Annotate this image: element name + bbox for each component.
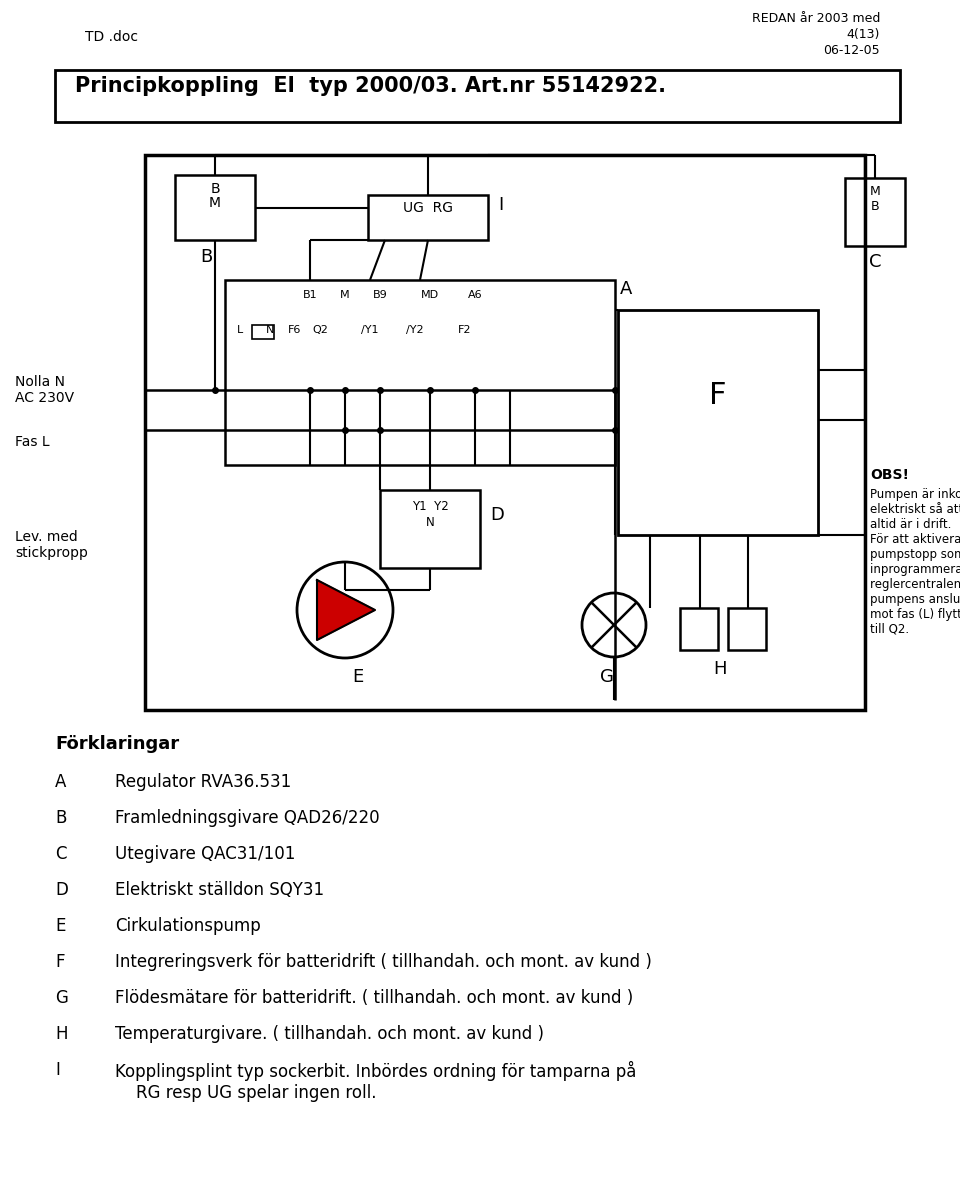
Text: A: A — [620, 280, 633, 297]
Text: H: H — [713, 660, 727, 678]
Bar — [252, 325, 274, 339]
Text: /Y2: /Y2 — [406, 325, 423, 335]
Text: OBS!: OBS! — [870, 468, 909, 482]
Text: 06-12-05: 06-12-05 — [824, 44, 880, 57]
Text: D: D — [55, 880, 68, 899]
Polygon shape — [317, 579, 375, 640]
Text: D: D — [490, 506, 504, 524]
Text: Principkoppling  El  typ 2000/03. Art.nr 55142922.: Principkoppling El typ 2000/03. Art.nr 5… — [75, 76, 666, 96]
Text: Y1  Y2: Y1 Y2 — [412, 500, 448, 513]
Text: A: A — [55, 773, 66, 792]
Text: N: N — [266, 325, 275, 335]
Bar — [380, 491, 480, 568]
Text: B9: B9 — [372, 290, 388, 300]
Text: I: I — [55, 1061, 60, 1080]
Text: Nolla N
AC 230V: Nolla N AC 230V — [15, 374, 74, 405]
Text: A6: A6 — [468, 290, 482, 300]
Text: Pumpen är inkopplad
elektriskt så att den
altid är i drift.
För att aktivera de
: Pumpen är inkopplad elektriskt så att de… — [870, 488, 960, 636]
Text: L: L — [237, 325, 243, 335]
Text: MD: MD — [420, 290, 439, 300]
Text: C: C — [869, 254, 881, 271]
Bar — [55, 70, 900, 122]
Text: /Y1: /Y1 — [361, 325, 379, 335]
Text: Fas L: Fas L — [15, 435, 50, 449]
Text: TD .doc: TD .doc — [85, 30, 138, 44]
Text: F2: F2 — [458, 325, 471, 335]
Bar — [618, 310, 818, 534]
Text: Regulator RVA36.531: Regulator RVA36.531 — [115, 773, 291, 792]
Text: Cirkulationspump: Cirkulationspump — [115, 917, 261, 935]
Text: Integreringsverk för batteridrift ( tillhandah. och mont. av kund ): Integreringsverk för batteridrift ( till… — [115, 953, 652, 971]
Text: Förklaringar: Förklaringar — [55, 735, 180, 752]
Text: B: B — [55, 809, 66, 827]
Text: H: H — [55, 1025, 67, 1043]
Text: UG  RG: UG RG — [403, 201, 453, 214]
Bar — [845, 178, 905, 246]
Text: F: F — [55, 953, 64, 971]
Bar — [145, 155, 865, 710]
Bar — [680, 608, 718, 651]
Text: B: B — [210, 182, 220, 196]
Text: C: C — [55, 845, 66, 863]
Text: B: B — [871, 200, 879, 213]
Text: E: E — [352, 668, 364, 686]
Text: Kopplingsplint typ sockerbit. Inbördes ordning för tamparna på
    RG resp UG sp: Kopplingsplint typ sockerbit. Inbördes o… — [115, 1061, 636, 1102]
Text: Q2: Q2 — [312, 325, 328, 335]
Bar — [225, 280, 615, 465]
Text: I: I — [498, 196, 503, 214]
Bar — [368, 196, 488, 241]
Text: Elektriskt ställdon SQY31: Elektriskt ställdon SQY31 — [115, 880, 324, 899]
Text: M: M — [340, 290, 349, 300]
Text: G: G — [55, 989, 68, 1007]
Bar — [728, 608, 766, 651]
Text: G: G — [600, 668, 613, 686]
Text: Flödesmätare för batteridrift. ( tillhandah. och mont. av kund ): Flödesmätare för batteridrift. ( tillhan… — [115, 989, 634, 1007]
Text: Framledningsgivare QAD26/220: Framledningsgivare QAD26/220 — [115, 809, 379, 827]
Text: N: N — [425, 515, 434, 529]
Text: M: M — [870, 185, 880, 198]
Bar — [175, 175, 255, 241]
Text: B: B — [200, 248, 212, 265]
Text: F6: F6 — [288, 325, 301, 335]
Text: M: M — [209, 196, 221, 210]
Text: REDAN år 2003 med: REDAN år 2003 med — [752, 12, 880, 25]
Text: F: F — [709, 380, 727, 410]
Text: B1: B1 — [302, 290, 318, 300]
Text: 4(13): 4(13) — [847, 28, 880, 41]
Text: E: E — [55, 917, 65, 935]
Text: Utegivare QAC31/101: Utegivare QAC31/101 — [115, 845, 296, 863]
Text: Lev. med
stickpropp: Lev. med stickpropp — [15, 530, 88, 561]
Text: Temperaturgivare. ( tillhandah. och mont. av kund ): Temperaturgivare. ( tillhandah. och mont… — [115, 1025, 544, 1043]
